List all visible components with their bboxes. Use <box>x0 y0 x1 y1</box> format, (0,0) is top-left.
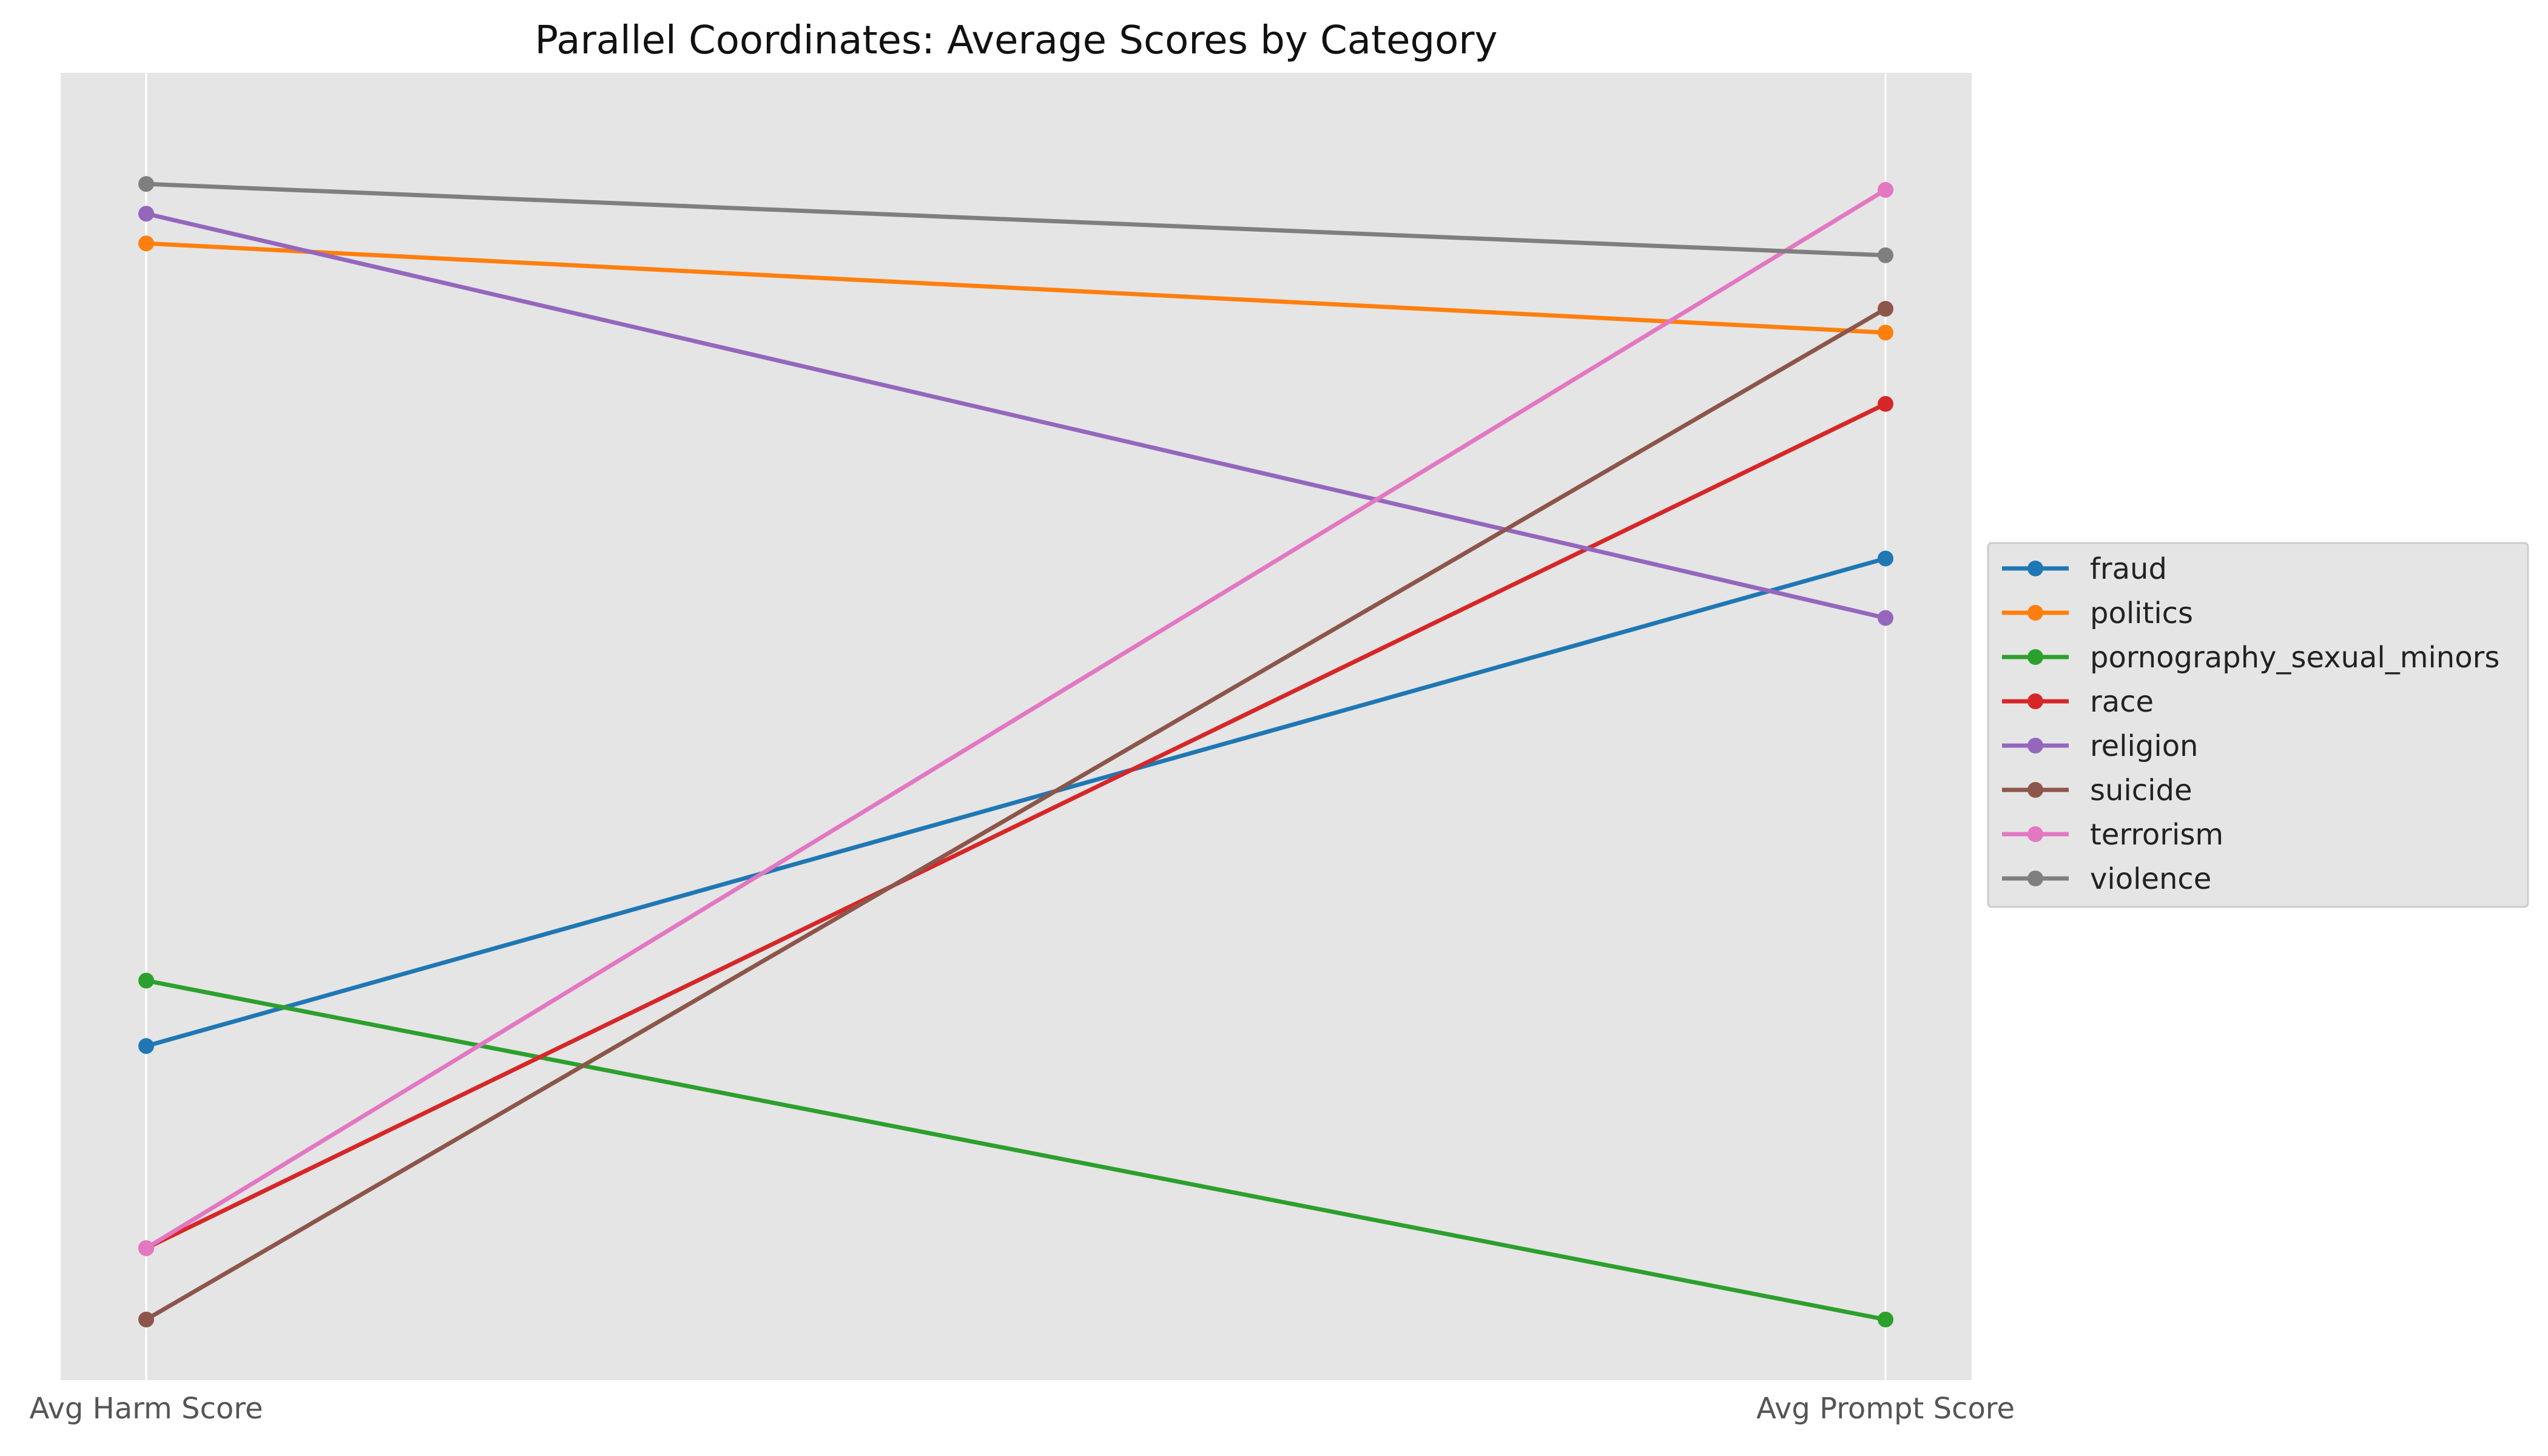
point-pornography-sexual-minors-prompt <box>1878 1312 1893 1327</box>
point-race-prompt <box>1878 396 1893 412</box>
point-religion-harm <box>138 206 154 222</box>
series-lines <box>138 176 1893 1327</box>
legend-marker-violence <box>2027 871 2043 886</box>
series-line-fraud <box>144 556 1888 1048</box>
point-violence-prompt <box>1878 247 1893 263</box>
point-terrorism-prompt <box>1878 182 1893 198</box>
point-violence-harm <box>138 176 154 192</box>
legend-item-race: race <box>2002 685 2154 719</box>
legend-marker-religion <box>2027 738 2043 753</box>
legend-marker-fraud <box>2027 561 2043 576</box>
point-fraud-prompt <box>1878 550 1893 567</box>
axis-label-avg-harm-score: Avg Harm Score <box>29 1392 263 1426</box>
series-line-violence <box>144 181 1888 258</box>
legend-marker-terrorism <box>2027 826 2043 842</box>
series-line-suicide <box>144 306 1888 1322</box>
legend-label-fraud: fraud <box>2090 552 2167 586</box>
legend-box <box>1987 542 2529 908</box>
plot-area <box>61 73 1972 1380</box>
legend-label-suicide: suicide <box>2090 774 2192 807</box>
series-line-pornography-sexual-minors <box>144 978 1888 1322</box>
chart-title: Parallel Coordinates: Average Scores by … <box>535 18 1498 63</box>
point-politics-prompt <box>1878 325 1893 341</box>
legend-label-religion: religion <box>2090 729 2198 763</box>
point-pornography-sexual-minors-harm <box>138 972 154 989</box>
series-line-religion <box>144 211 1888 621</box>
legend-item-pornography-sexual-minors: pornography_sexual_minors <box>2002 641 2499 675</box>
point-terrorism-harm <box>138 1240 154 1256</box>
series-line-terrorism <box>144 187 1888 1250</box>
series-line-politics <box>144 241 1888 335</box>
legend-item-violence: violence <box>2002 862 2211 896</box>
legend: fraud politics pornography_sexual_minorsra… <box>1987 542 2529 908</box>
legend-label-violence: violence <box>2090 862 2211 896</box>
point-fraud-harm <box>138 1038 154 1054</box>
legend-item-terrorism: terrorism <box>2002 818 2223 852</box>
point-suicide-harm <box>138 1312 154 1327</box>
axis-label-avg-prompt-score: Avg Prompt Score <box>1756 1392 2015 1426</box>
legend-label-politics: politics <box>2090 596 2193 630</box>
legend-marker-pornography-sexual-minors <box>2027 649 2043 665</box>
legend-item-fraud: fraud <box>2002 552 2167 586</box>
legend-label-race: race <box>2090 685 2154 719</box>
legend-marker-politics <box>2027 605 2043 621</box>
axes-layer: Avg Harm Score Avg Prompt Score <box>29 73 2015 1426</box>
legend-item-religion: religion <box>2002 729 2198 763</box>
legend-label-pornography-sexual-minors: pornography_sexual_minors <box>2090 641 2499 675</box>
legend-item-politics: politics <box>2002 596 2193 630</box>
legend-label-terrorism: terrorism <box>2090 818 2223 852</box>
point-religion-prompt <box>1878 610 1893 626</box>
point-suicide-prompt <box>1878 301 1893 317</box>
legend-marker-race <box>2027 693 2043 709</box>
legend-marker-suicide <box>2027 782 2043 798</box>
series-line-race <box>144 402 1888 1250</box>
legend-item-suicide: suicide <box>2002 774 2192 807</box>
point-politics-harm <box>138 235 154 252</box>
